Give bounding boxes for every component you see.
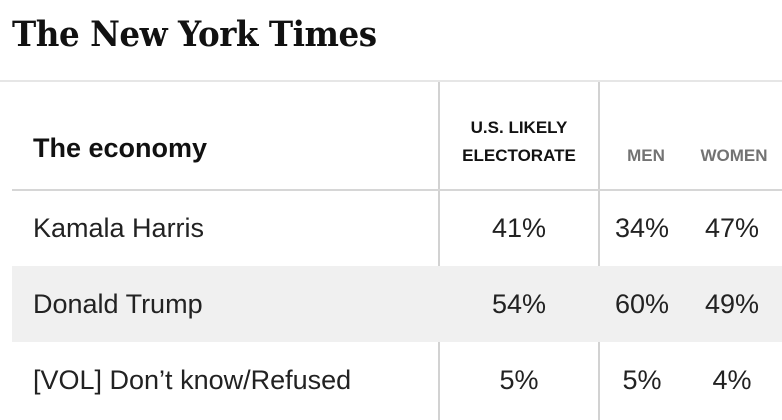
- header-divider: [12, 189, 782, 191]
- column-header-electorate: U.S. LIKELY ELECTORATE: [462, 118, 576, 165]
- row-label: Donald Trump: [33, 289, 203, 319]
- men-value: 5%: [622, 365, 662, 395]
- men-value: 34%: [614, 213, 670, 243]
- table-row: Kamala Harris 41% 34% 47%: [12, 190, 782, 266]
- column-header-men: MEN: [627, 146, 665, 165]
- women-value: 4%: [712, 365, 752, 395]
- column-divider-electorate: [438, 82, 440, 420]
- women-value: 47%: [704, 213, 760, 243]
- women-value: 49%: [704, 289, 760, 319]
- table-title: The economy: [33, 133, 208, 163]
- electorate-value: 41%: [491, 213, 547, 243]
- top-divider: [0, 80, 782, 82]
- row-label: Kamala Harris: [33, 213, 205, 243]
- table-row: Donald Trump 54% 60% 49%: [12, 266, 782, 342]
- electorate-value: 5%: [499, 365, 539, 395]
- row-label: [VOL] Don’t know/Refused: [33, 365, 352, 395]
- nyt-logo: The New York Times: [12, 14, 377, 55]
- column-header-women: WOMEN: [700, 146, 768, 165]
- electorate-value: 54%: [491, 289, 547, 319]
- table-row: [VOL] Don’t know/Refused 5% 5% 4%: [12, 342, 782, 418]
- men-value: 60%: [614, 289, 670, 319]
- column-divider-gender: [598, 82, 600, 420]
